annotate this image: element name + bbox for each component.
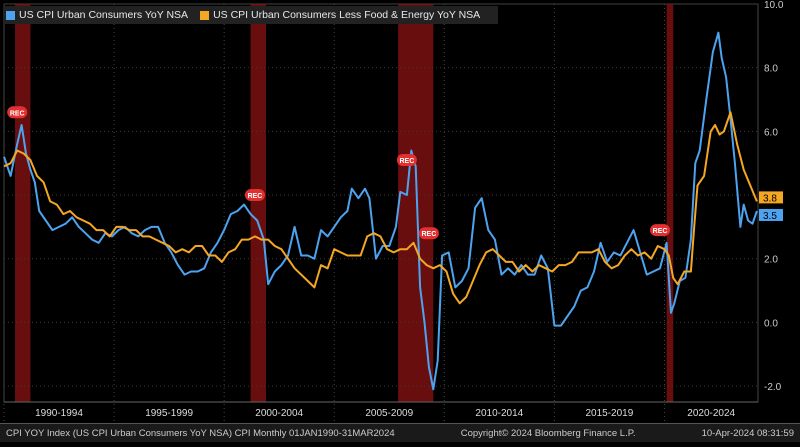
- end-value-badge: [759, 208, 783, 221]
- legend-item-headline: US CPI Urban Consumers YoY NSA: [6, 9, 188, 21]
- recession-tag: [650, 224, 671, 237]
- y-tick-label: 0.0: [764, 318, 778, 329]
- y-tick-label: 10.0: [764, 0, 784, 11]
- recession-tag: [244, 189, 265, 202]
- recession-band: [250, 4, 266, 402]
- y-tick-label: 8.0: [764, 64, 778, 75]
- plot-area: [3, 3, 759, 403]
- legend: US CPI Urban Consumers YoY NSA US CPI Ur…: [4, 6, 499, 24]
- recession-band: [15, 4, 31, 402]
- x-period-label: 2005-2009: [365, 408, 413, 419]
- x-period-label: 2010-2014: [475, 408, 523, 419]
- series-line-core-cpi: [3, 111, 758, 305]
- x-period-label: 1990-1994: [35, 408, 83, 419]
- y-tick-label: 2.0: [764, 255, 778, 266]
- x-period-label: 1995-1999: [145, 408, 193, 419]
- series-line-headline-cpi: [3, 31, 758, 391]
- recession-tag-label: REC: [421, 231, 436, 238]
- footer-copyright: Copyright© 2024 Bloomberg Finance L.P.: [460, 427, 636, 439]
- recession-band: [666, 4, 674, 402]
- y-tick-label: -2.0: [764, 382, 782, 393]
- end-value-label: 3.8: [763, 193, 777, 204]
- recession-tag-label: REC: [10, 110, 25, 117]
- recession-tag: [396, 154, 417, 167]
- x-period-label: 2020-2024: [687, 408, 735, 419]
- end-value-badge: [759, 191, 783, 204]
- recession-tag: [7, 106, 28, 119]
- recession-tag: [418, 227, 439, 240]
- end-value-label: 3.5: [763, 211, 777, 222]
- recession-tag-label: REC: [399, 158, 414, 165]
- legend-item-core: US CPI Urban Consumers Less Food & Energ…: [200, 9, 480, 21]
- x-period-label: 2000-2004: [255, 408, 303, 419]
- legend-label-headline: US CPI Urban Consumers YoY NSA: [19, 9, 189, 21]
- y-tick-label: 6.0: [764, 127, 778, 138]
- legend-swatch-core: [200, 10, 210, 20]
- recession-tag-label: REC: [248, 193, 263, 200]
- legend-swatch-headline: [6, 10, 15, 20]
- footer-bar: CPI YOY Index (US CPI Urban Consumers Yo…: [0, 423, 800, 442]
- footer-series-description: CPI YOY Index (US CPI Urban Consumers Yo…: [6, 427, 395, 439]
- recession-tag-label: REC: [653, 228, 668, 235]
- recession-band: [398, 4, 434, 402]
- footer-timestamp: 10-Apr-2024 08:31:59: [701, 427, 794, 439]
- legend-label-core: US CPI Urban Consumers Less Food & Energ…: [213, 9, 481, 21]
- x-period-label: 2015-2019: [585, 408, 633, 419]
